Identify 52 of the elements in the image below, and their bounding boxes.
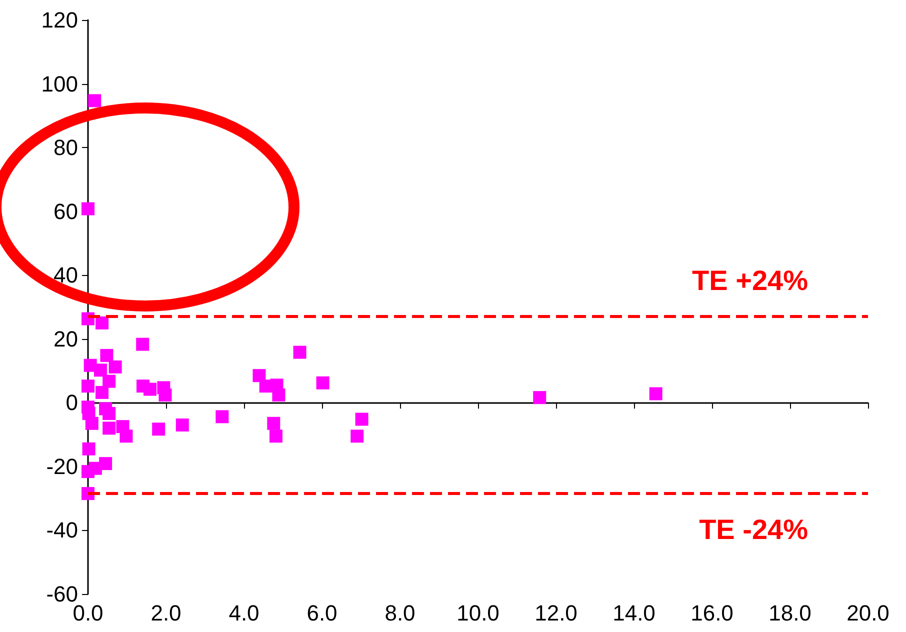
point [88,94,102,108]
point [94,364,107,377]
point [649,387,662,400]
ref-line-label: TE +24% [692,265,808,296]
point [316,376,330,390]
point [176,418,189,432]
point [108,360,122,374]
point [82,465,94,478]
x-tick-label: 2.0 [150,600,182,626]
x-tick-label: 6.0 [306,600,338,626]
point [144,382,157,396]
point [102,374,116,388]
point [355,412,368,426]
point [350,430,364,443]
point [158,388,172,402]
x-tick-label: 10.0 [456,600,500,626]
point [96,316,109,330]
y-tick-label: 60 [54,198,78,224]
point [102,422,116,435]
point [85,416,98,430]
x-tick-label: 8.0 [384,600,416,626]
point [120,430,133,443]
ref-line-label: TE -24% [699,514,808,546]
point [82,202,94,216]
x-tick-label: 16.0 [690,600,734,626]
y-tick-label: 100 [41,71,78,96]
y-tick-label: 20 [54,326,78,352]
y-tick-label: -20 [46,454,78,479]
x-tick-label: 18.0 [768,600,812,626]
x-tick-label: 12.0 [534,600,578,626]
y-tick-label: 40 [54,262,78,288]
x-tick-label: 4.0 [228,600,260,626]
y-tick-label: 80 [54,135,78,160]
x-tick-label: 14.0 [612,600,656,626]
point [100,348,114,362]
point [102,407,116,420]
point [269,430,282,443]
point [267,416,280,430]
point [82,442,96,456]
point [82,380,94,393]
point [96,386,109,399]
point [152,422,166,436]
y-tick-label: 0 [66,390,78,416]
x-tick-label: 20.0 [846,600,890,626]
point [533,391,546,404]
point [136,338,150,351]
y-tick-label: 120 [41,8,78,32]
point [216,410,229,424]
point [252,369,266,382]
point [293,346,306,359]
point [272,388,286,402]
y-tick-label: -40 [46,518,78,543]
